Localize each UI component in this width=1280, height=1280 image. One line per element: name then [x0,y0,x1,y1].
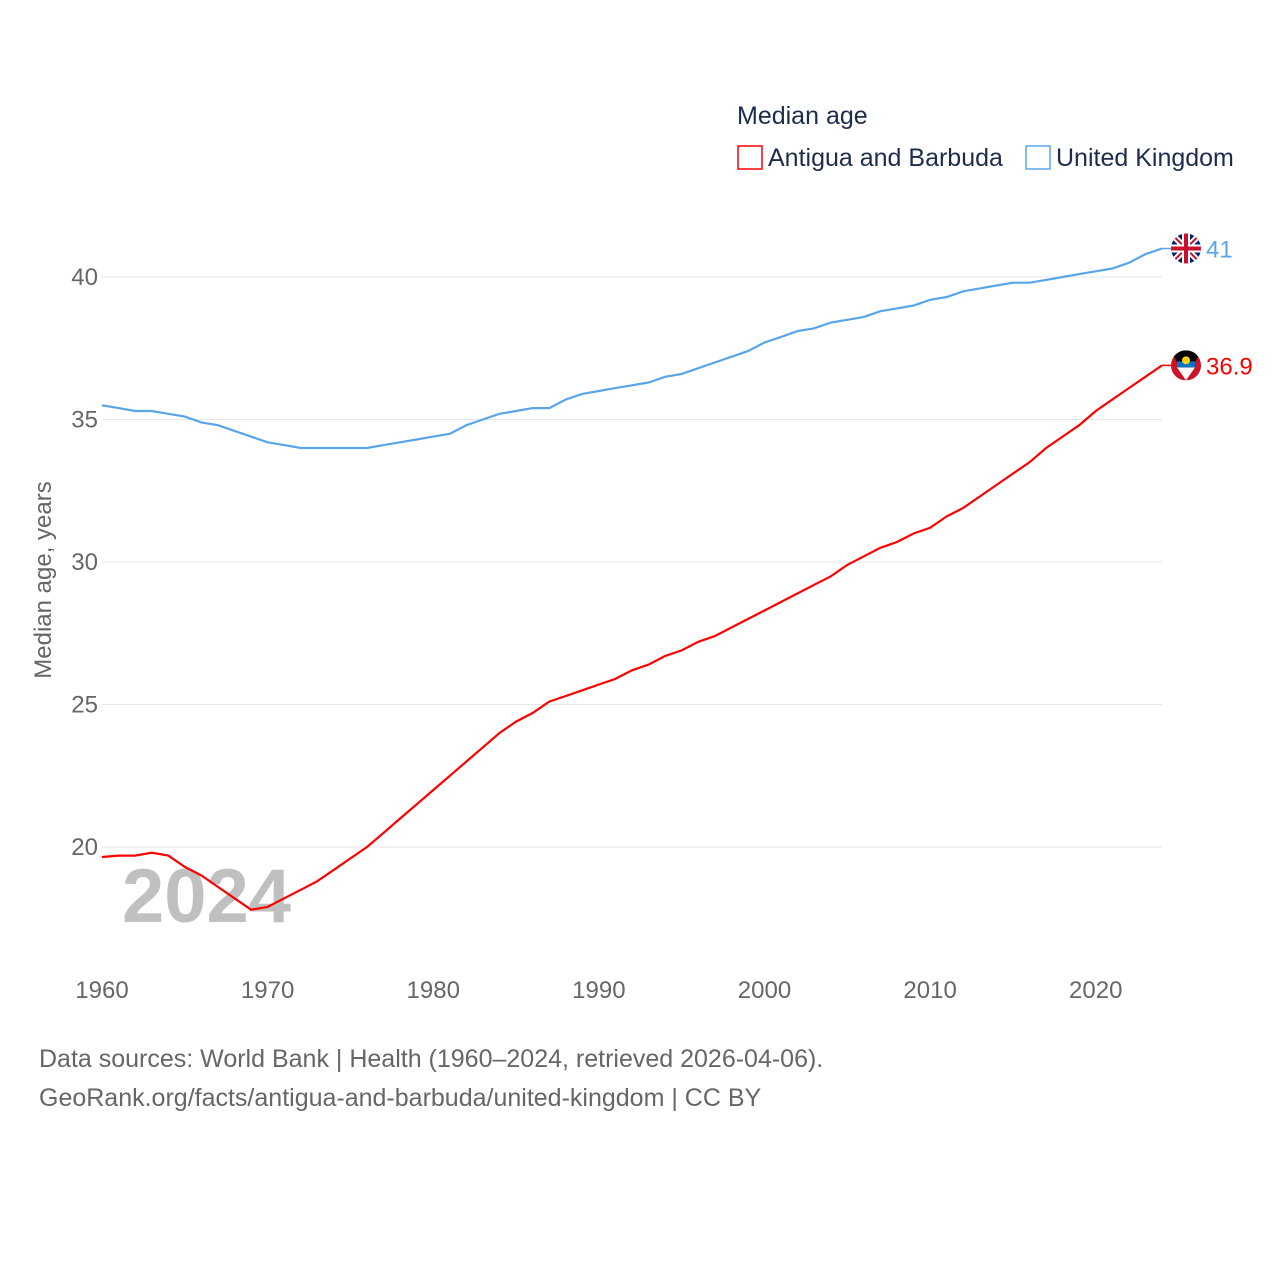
x-tick-label: 2010 [903,977,956,1004]
x-tick-label: 1990 [572,977,625,1004]
y-tick-label: 20 [71,834,98,861]
x-tick-label: 1960 [75,977,128,1004]
footer-source: Data sources: World Bank | Health (1960–… [39,1045,824,1073]
series-line-antigua [101,364,1163,911]
legend: Median age Antigua and Barbuda United Ki… [737,102,1234,172]
legend-swatch-uk[interactable] [1025,145,1051,170]
legend-title: Median age [737,102,868,130]
uk-flag-icon [1171,233,1201,264]
x-tick-label: 1980 [407,977,460,1004]
series-line-uk [101,247,1163,450]
x-tick-label: 1970 [241,977,294,1004]
y-tick-label: 30 [71,549,98,576]
legend-label-uk[interactable]: United Kingdom [1056,144,1234,172]
legend-swatch-antigua[interactable] [737,145,763,170]
y-axis-ticks: 20 25 30 35 40 [71,264,98,861]
end-value-label: 41 [1206,237,1233,264]
end-labels: 36.9 41 [1162,233,1253,381]
footer-link[interactable]: GeoRank.org/facts/antigua-and-barbuda/un… [39,1084,762,1112]
year-watermark: 2024 [122,854,291,939]
antigua-flag-icon [1171,350,1201,381]
y-tick-label: 35 [71,407,98,434]
y-tick-label: 40 [71,264,98,291]
legend-label-antigua[interactable]: Antigua and Barbuda [768,144,1003,172]
y-tick-label: 25 [71,692,98,719]
x-tick-label: 2000 [738,977,791,1004]
y-axis-label: Median age, years [30,481,57,678]
x-axis-ticks: 1960 1970 1980 1990 2000 2010 2020 [75,977,1122,1004]
x-tick-label: 2020 [1069,977,1122,1004]
series-lines [101,247,1163,911]
gridlines [102,276,1162,848]
end-value-label: 36.9 [1206,353,1253,380]
